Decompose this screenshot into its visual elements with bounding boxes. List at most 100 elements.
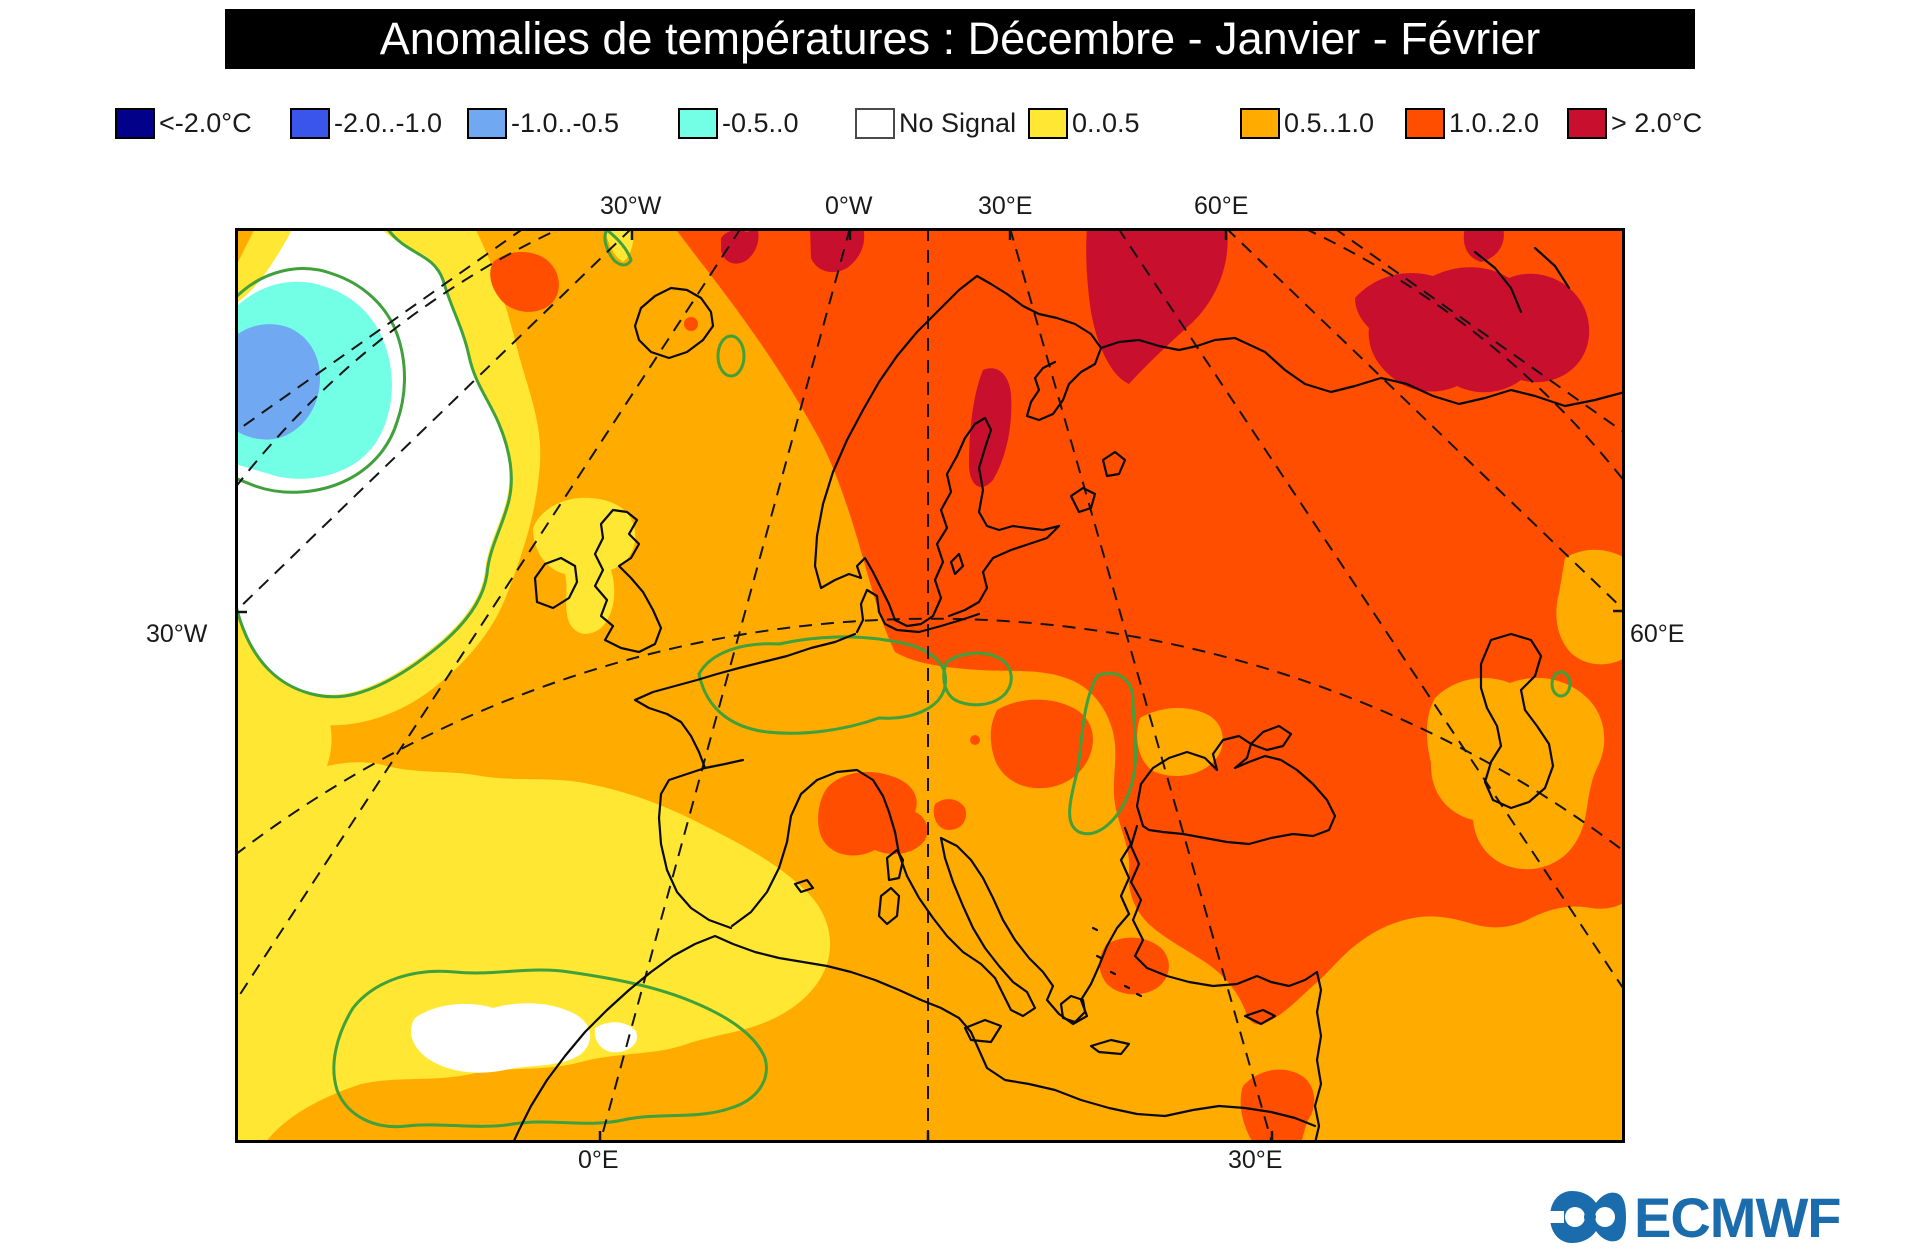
temperature-legend: <-2.0°C -2.0..-1.0 -1.0..-0.5 -0.5..0 No… [0, 108, 1920, 150]
legend-item: <-2.0°C [115, 108, 252, 139]
coast-adriatic-greece [939, 836, 1131, 1026]
field-redorange-alps [818, 772, 928, 856]
coast-aegean-west [1119, 826, 1133, 916]
legend-swatch-minus1-minus05 [467, 108, 507, 139]
field-redorange-romania [990, 699, 1093, 789]
legend-swatch-no-signal [855, 108, 895, 139]
legend-label: -1.0..-0.5 [511, 108, 620, 138]
coast-med-spain-italy [730, 768, 1037, 1018]
coast-cyprus [1243, 1008, 1277, 1026]
zero-contour-white-boundary [235, 228, 513, 699]
coast-norway [813, 274, 979, 622]
legend-label: -0.5..0 [722, 108, 799, 138]
coast-france-iberia [633, 632, 857, 930]
zero-contour-poland [942, 651, 1013, 707]
legend-swatch-05-1 [1240, 108, 1280, 139]
field-orange-caspian [1426, 677, 1605, 870]
map-plot-area [235, 228, 1625, 1143]
anomaly-field-svg [235, 228, 1625, 1143]
legend-item: -2.0..-1.0 [290, 108, 442, 139]
legend-swatch-0-05 [1028, 108, 1068, 139]
legend-swatch-minus05-0 [678, 108, 718, 139]
legend-swatch-minus2-minus1 [290, 108, 330, 139]
axis-label-top-30w: 30°W [600, 192, 662, 220]
coast-aegean-islands [1091, 926, 1143, 998]
field-darkred-top-arm [1463, 228, 1504, 262]
coast-denmark [855, 588, 981, 634]
legend-label: -2.0..-1.0 [334, 108, 443, 138]
field-redorange-balkan-spot [933, 799, 967, 830]
legend-label: 0..0.5 [1072, 108, 1140, 138]
field-redorange-norwegian-sea [490, 251, 559, 312]
field-darkred-kola [1086, 228, 1228, 384]
zero-contour-caspian-ring [1550, 670, 1572, 698]
map-border [235, 228, 1625, 1143]
coast-ireland [533, 556, 579, 610]
coast-gotland [949, 552, 965, 576]
ecmwf-logo: ECMWF [1548, 1186, 1842, 1249]
coast-sardinia [877, 886, 901, 926]
field-orange-north-of-crimea [1137, 707, 1223, 776]
field-redorange-sinai [1240, 1069, 1315, 1143]
axis-label-bottom-0e: 0°E [578, 1146, 619, 1174]
legend-label: 0.5..1.0 [1284, 108, 1375, 138]
coast-arctic-islands [1473, 250, 1523, 314]
zero-contour-iceland-ring [716, 334, 746, 378]
coast-balearics [793, 878, 815, 894]
axis-label-top-60e: 60°E [1194, 192, 1249, 220]
legend-item: 0..0.5 [1028, 108, 1140, 139]
axis-label-left-30w: 30°W [146, 620, 208, 648]
legend-label: 1.0..2.0 [1449, 108, 1540, 138]
ecmwf-logo-text: ECMWF [1634, 1185, 1842, 1249]
coast-peloponnese [1059, 994, 1087, 1024]
legend-label: > 2.0°C [1611, 108, 1703, 138]
coast-iceland [633, 286, 715, 360]
legend-item: > 2.0°C [1567, 108, 1702, 139]
coast-corsica [885, 848, 905, 882]
field-lightblue-core [235, 324, 321, 440]
legend-swatch-1-2 [1405, 108, 1445, 139]
legend-item: No Signal [855, 108, 1016, 139]
field-redorange-iceland-dot [684, 317, 698, 331]
field-white-morocco [411, 1003, 591, 1073]
legend-item: -0.5..0 [678, 108, 799, 139]
field-yellow-scotland [533, 497, 636, 634]
coast-spain-north [703, 758, 745, 770]
coast-sicily [963, 1018, 1003, 1044]
legend-item: 1.0..2.0 [1405, 108, 1539, 139]
coast-britain [593, 508, 663, 654]
zero-contour-cyan-ring [235, 267, 406, 494]
coast-lake-ladoga [1069, 486, 1097, 514]
axis-label-right-60e: 60°E [1630, 620, 1685, 648]
legend-swatch-above-2 [1567, 108, 1607, 139]
coast-kola-whitesea [975, 274, 1103, 422]
field-yellow-top-sliver [605, 228, 634, 262]
coast-north-africa [511, 934, 1317, 1143]
ecmwf-logo-icon [1548, 1191, 1626, 1243]
coast-azov [1249, 724, 1293, 752]
axis-label-bottom-30e: 30°E [1228, 1146, 1283, 1174]
legend-swatch-below-minus2 [115, 108, 155, 139]
page-title: Anomalies de températures : Décembre - J… [225, 9, 1695, 69]
field-redorange-aegean-south [1099, 937, 1169, 995]
field-darkred-top-center-1 [721, 228, 759, 264]
zero-contour-ukraine [1068, 671, 1138, 836]
coast-barents [1099, 336, 1625, 408]
anomaly-map: 30°W 0°W 30°E 60°E 30°W 60°E 0°E 30°E [0, 160, 1920, 1190]
coast-crete [1089, 1038, 1131, 1056]
coast-sweden-bothnia [893, 416, 1061, 628]
graticule-meridians [235, 228, 1625, 1143]
axis-label-top-0w: 0°W [825, 192, 873, 220]
field-redorange-northeast [675, 228, 1625, 1025]
field-orange-right-edge [1556, 549, 1625, 665]
coastlines [511, 246, 1625, 1143]
coast-gulf-of-finland [947, 524, 1061, 618]
legend-item: 0.5..1.0 [1240, 108, 1374, 139]
legend-label: <-2.0°C [159, 108, 252, 138]
legend-label: No Signal [899, 108, 1017, 138]
zero-contour-top-ring [603, 228, 633, 267]
zero-contour-africa-loop [332, 968, 768, 1129]
field-darkred-northeast [1355, 267, 1590, 393]
coast-turkey-levant [1129, 824, 1323, 1143]
